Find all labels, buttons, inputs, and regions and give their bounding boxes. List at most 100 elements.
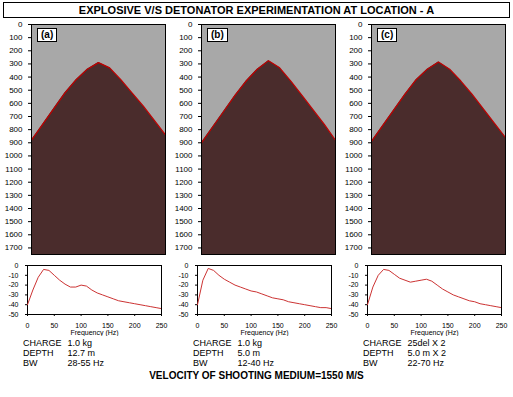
- svg-text:1200: 1200: [345, 178, 363, 187]
- svg-text:1200: 1200: [5, 178, 23, 187]
- svg-text:400: 400: [349, 73, 363, 82]
- svg-text:500: 500: [179, 86, 193, 95]
- svg-text:1100: 1100: [345, 165, 363, 174]
- svg-text:500: 500: [349, 86, 363, 95]
- svg-text:1100: 1100: [5, 165, 23, 174]
- svg-text:900: 900: [349, 138, 363, 147]
- svg-text:800: 800: [9, 125, 23, 134]
- svg-text:250: 250: [326, 322, 338, 329]
- html-text:(b): (b): [211, 29, 224, 40]
- svg-text:1600: 1600: [5, 230, 23, 239]
- svg-text:0: 0: [185, 262, 189, 269]
- svg-text:1500: 1500: [345, 217, 363, 226]
- svg-text:-10: -10: [348, 272, 358, 279]
- svg-text:Frequency (Hz): Frequency (Hz): [410, 329, 458, 337]
- svg-text:Frequency (Hz): Frequency (Hz): [70, 329, 118, 337]
- svg-text:0: 0: [355, 262, 359, 269]
- svg-text:0: 0: [358, 20, 363, 29]
- svg-text:900: 900: [179, 138, 193, 147]
- svg-text:200: 200: [299, 322, 311, 329]
- svg-text:-30: -30: [8, 291, 18, 298]
- svg-text:1000: 1000: [175, 151, 193, 160]
- svg-text:1500: 1500: [5, 217, 23, 226]
- svg-text:600: 600: [349, 99, 363, 108]
- svg-text:100: 100: [349, 33, 363, 42]
- svg-text:300: 300: [179, 59, 193, 68]
- svg-text:-20: -20: [178, 281, 188, 288]
- svg-text:200: 200: [179, 46, 193, 55]
- html-text:CHARGE: CHARGE: [23, 338, 62, 348]
- svg-text:50: 50: [220, 322, 228, 329]
- svg-text:-50: -50: [8, 311, 18, 318]
- svg-text:800: 800: [179, 125, 193, 134]
- svg-text:-50: -50: [348, 311, 358, 318]
- html-text:VELOCITY OF SHOOTING MEDIUM=15: VELOCITY OF SHOOTING MEDIUM=1550 M/S: [149, 370, 364, 381]
- svg-text:1700: 1700: [345, 243, 363, 252]
- svg-text:200: 200: [469, 322, 481, 329]
- svg-text:300: 300: [9, 59, 23, 68]
- svg-text:1000: 1000: [345, 151, 363, 160]
- html-text:12.7 m: 12.7 m: [67, 348, 95, 358]
- html-text:1.0 kg: 1.0 kg: [67, 338, 92, 348]
- svg-text:1400: 1400: [345, 204, 363, 213]
- svg-text:1400: 1400: [5, 204, 23, 213]
- svg-text:500: 500: [9, 86, 23, 95]
- svg-text:50: 50: [390, 322, 398, 329]
- svg-text:-40: -40: [178, 301, 188, 308]
- html-text:CHARGE: CHARGE: [193, 338, 232, 348]
- html-text:(c): (c): [381, 29, 394, 40]
- svg-text:0: 0: [188, 20, 193, 29]
- html-text:1.0 kg: 1.0 kg: [237, 338, 262, 348]
- svg-text:300: 300: [349, 59, 363, 68]
- svg-text:0: 0: [15, 262, 19, 269]
- svg-text:1100: 1100: [175, 165, 193, 174]
- svg-text:-20: -20: [8, 281, 18, 288]
- svg-text:0: 0: [26, 322, 30, 329]
- svg-text:1300: 1300: [175, 191, 193, 200]
- svg-text:250: 250: [156, 322, 168, 329]
- svg-text:1700: 1700: [5, 243, 23, 252]
- svg-text:200: 200: [349, 46, 363, 55]
- svg-text:-10: -10: [178, 272, 188, 279]
- svg-text:Frequency (Hz): Frequency (Hz): [240, 329, 288, 337]
- svg-text:-50: -50: [178, 311, 188, 318]
- svg-text:1400: 1400: [175, 204, 193, 213]
- svg-text:1700: 1700: [175, 243, 193, 252]
- svg-text:-30: -30: [178, 291, 188, 298]
- svg-text:1300: 1300: [345, 191, 363, 200]
- html-text:EXPLOSIVE V/S DETONATOR EXPERI: EXPLOSIVE V/S DETONATOR EXPERIMENTATION …: [78, 4, 435, 16]
- svg-text:400: 400: [179, 73, 193, 82]
- svg-text:1600: 1600: [175, 230, 193, 239]
- svg-text:600: 600: [9, 99, 23, 108]
- svg-text:0: 0: [366, 322, 370, 329]
- svg-text:-10: -10: [8, 272, 18, 279]
- svg-text:600: 600: [179, 99, 193, 108]
- svg-text:0: 0: [18, 20, 23, 29]
- svg-text:800: 800: [349, 125, 363, 134]
- svg-text:-40: -40: [348, 301, 358, 308]
- svg-text:-20: -20: [348, 281, 358, 288]
- svg-text:200: 200: [129, 322, 141, 329]
- svg-text:-30: -30: [348, 291, 358, 298]
- svg-text:50: 50: [50, 322, 58, 329]
- svg-text:1500: 1500: [175, 217, 193, 226]
- svg-text:1600: 1600: [345, 230, 363, 239]
- svg-text:1000: 1000: [5, 151, 23, 160]
- svg-text:200: 200: [9, 46, 23, 55]
- svg-text:700: 700: [9, 112, 23, 121]
- svg-text:700: 700: [179, 112, 193, 121]
- html-text:DEPTH: DEPTH: [23, 348, 54, 358]
- svg-text:0: 0: [196, 322, 200, 329]
- svg-text:100: 100: [179, 33, 193, 42]
- svg-text:100: 100: [9, 33, 23, 42]
- svg-text:1200: 1200: [175, 178, 193, 187]
- html-text:(a): (a): [41, 29, 54, 40]
- html-text:28-55 Hz: 28-55 Hz: [67, 358, 104, 368]
- svg-text:900: 900: [9, 138, 23, 147]
- svg-text:700: 700: [349, 112, 363, 121]
- svg-text:-40: -40: [8, 301, 18, 308]
- svg-text:400: 400: [9, 73, 23, 82]
- html-text:BW: BW: [23, 358, 38, 368]
- svg-text:1300: 1300: [5, 191, 23, 200]
- svg-text:250: 250: [496, 322, 508, 329]
